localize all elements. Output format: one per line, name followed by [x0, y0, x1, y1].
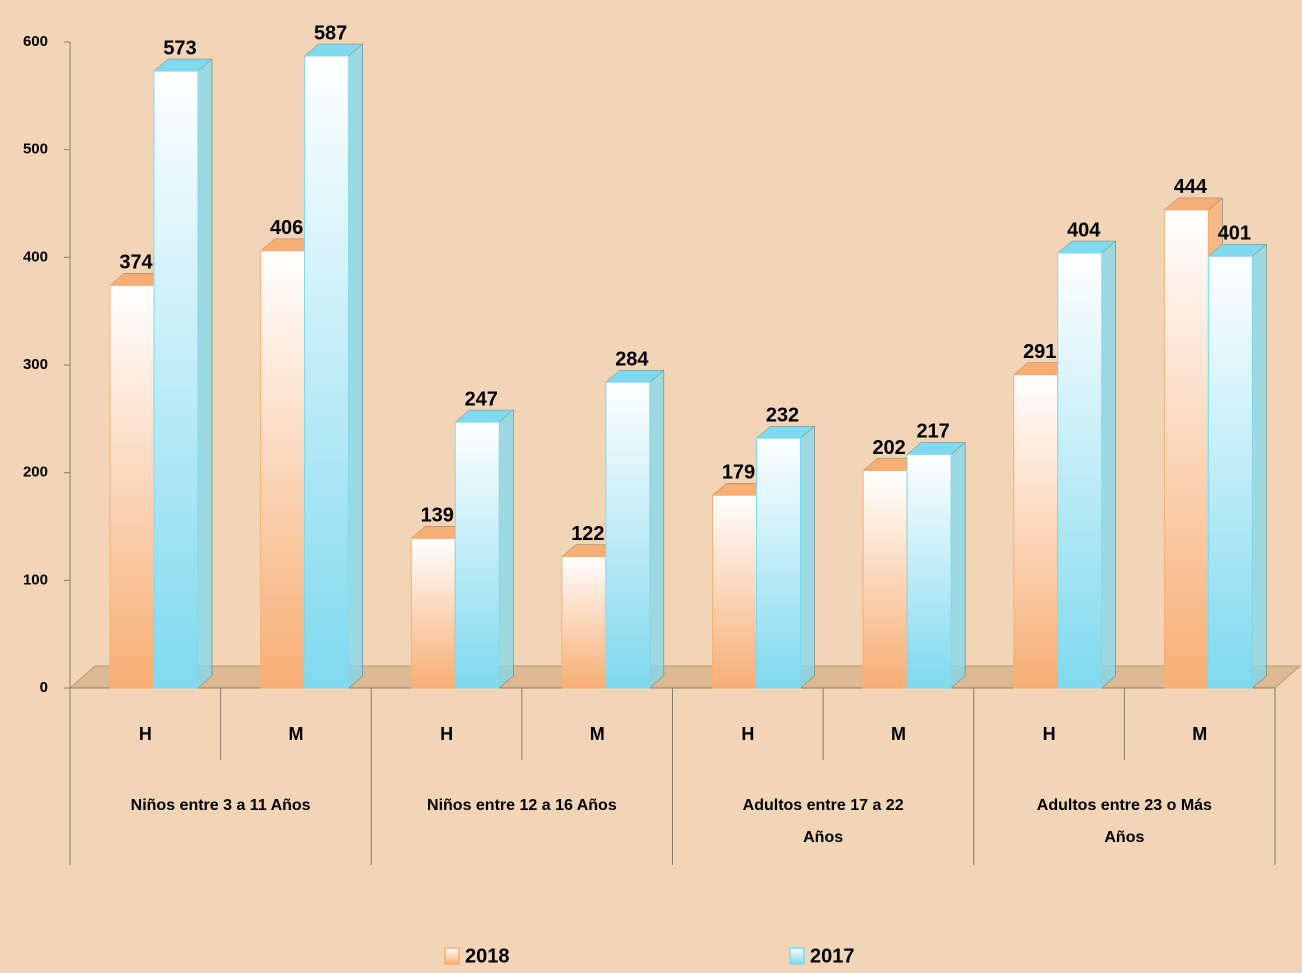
data-label: 217 [916, 421, 949, 443]
data-label: 122 [571, 523, 604, 545]
group-label: Adultos entre 17 a 22 Años [742, 797, 904, 846]
legend-label: 2018 [465, 945, 510, 967]
y-tick-label: 300 [23, 356, 48, 373]
data-label: 444 [1174, 176, 1208, 198]
data-label: 406 [270, 217, 303, 239]
data-label: 139 [421, 505, 454, 527]
x-tick-label: H [1043, 724, 1056, 744]
bar [1057, 240, 1117, 689]
y-tick-label: 400 [23, 248, 48, 265]
bar [153, 58, 213, 689]
data-label: 202 [872, 437, 905, 459]
x-tick-label: H [741, 724, 754, 744]
bar [454, 409, 514, 689]
data-label: 374 [119, 252, 153, 274]
y-tick-label: 200 [23, 464, 48, 481]
data-label: 587 [314, 22, 347, 44]
y-tick-label: 600 [23, 33, 48, 50]
legend-swatch [789, 947, 805, 965]
x-tick-label: H [139, 724, 152, 744]
x-tick-label: M [590, 724, 605, 744]
bar [1207, 243, 1268, 689]
x-tick-label: H [440, 724, 453, 744]
bar [906, 441, 966, 689]
y-tick-label: 100 [23, 571, 48, 588]
data-label: 232 [766, 404, 799, 426]
data-label: 179 [722, 462, 755, 484]
x-tick-label: M [288, 724, 303, 744]
data-label: 573 [163, 37, 196, 59]
bar [755, 425, 816, 689]
group-label: Niños entre 3 a 11 Años [130, 797, 311, 814]
x-tick-label: M [891, 724, 906, 744]
data-label: 291 [1023, 341, 1056, 363]
group-label: Adultos entre 23 o Más Años [1036, 797, 1212, 846]
legend-label: 2017 [810, 945, 855, 967]
y-tick-label: 0 [40, 679, 48, 696]
data-label: 401 [1218, 223, 1251, 245]
y-tick-label: 500 [23, 141, 48, 158]
data-label: 247 [465, 388, 498, 410]
bar [303, 43, 364, 689]
bar [605, 369, 665, 689]
x-tick-label: M [1192, 724, 1207, 744]
data-label: 404 [1067, 219, 1101, 241]
data-label: 284 [615, 349, 649, 371]
group-label: Niños entre 12 a 16 Años [427, 797, 617, 814]
legend-swatch [444, 947, 460, 965]
